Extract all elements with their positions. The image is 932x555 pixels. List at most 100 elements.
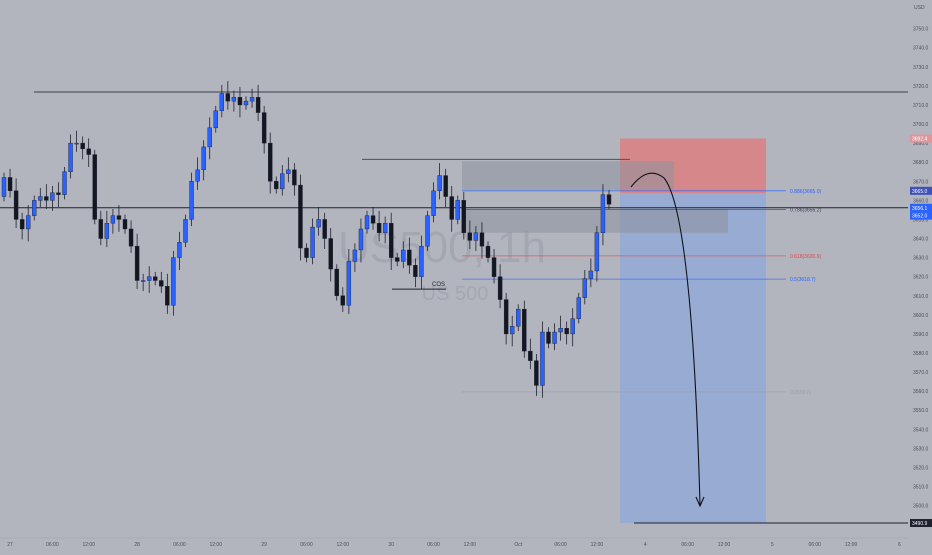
candle-up	[431, 190, 436, 216]
time-tick-label: 06:00	[300, 542, 313, 548]
candle-up	[552, 331, 557, 344]
candle-up	[62, 171, 67, 195]
price-tick-label: 3710.0	[913, 103, 929, 109]
price-tag[interactable]	[910, 211, 932, 220]
candle-up	[558, 327, 563, 333]
price-tick-label: 3680.0	[913, 160, 929, 166]
candle-up	[540, 331, 545, 386]
candle-down	[165, 286, 170, 306]
order-block-box[interactable]	[462, 208, 728, 233]
candle-up	[401, 249, 406, 262]
time-tick-label: 12:00	[464, 542, 477, 548]
candle-up	[50, 192, 55, 201]
time-tick-label: 28	[134, 542, 140, 548]
candle-down	[370, 215, 376, 224]
candle-down	[328, 238, 333, 270]
price-tick-label: 3530.0	[913, 446, 929, 452]
candle-down	[159, 280, 164, 287]
take-profit-zone[interactable]	[620, 193, 766, 524]
price-tag[interactable]	[910, 134, 932, 143]
projection-arrow[interactable]	[630, 172, 701, 506]
price-tick-label: 3540.0	[913, 427, 929, 433]
price-tag[interactable]	[910, 203, 932, 212]
candle-down	[546, 331, 551, 344]
price-tick-label: 3720.0	[913, 84, 929, 90]
candle-down	[395, 257, 400, 262]
candle-down	[461, 200, 466, 233]
time-tick-label: 27	[7, 542, 13, 548]
candle-up	[110, 215, 116, 224]
time-tick-label: 12:00	[337, 542, 350, 548]
price-tick-label: 3590.0	[913, 332, 929, 338]
candle-down	[479, 232, 485, 247]
projection-arrow-head	[695, 496, 705, 508]
price-tick-label: 3580.0	[913, 351, 929, 357]
candle-down	[268, 142, 273, 182]
time-tick-label: 06:00	[808, 542, 821, 548]
candle-down	[340, 295, 345, 306]
candle-up	[213, 110, 218, 129]
candle-down	[298, 184, 303, 249]
candle-down	[56, 192, 61, 195]
candle-down	[564, 327, 569, 335]
candle-up	[510, 326, 515, 335]
time-tick-label: 06:00	[173, 542, 186, 548]
candle-up	[316, 219, 321, 228]
candle-down	[322, 219, 327, 239]
price-tick-label: 3500.0	[913, 504, 929, 510]
candle-up	[189, 181, 194, 220]
time-tick-label: 12:00	[82, 542, 95, 548]
price-tag[interactable]	[910, 186, 932, 195]
candle-up	[171, 257, 176, 306]
candle-up	[516, 308, 521, 327]
candle-up	[286, 169, 291, 174]
candle-down	[503, 299, 509, 335]
candle-up	[32, 200, 37, 216]
candle-down	[261, 112, 267, 144]
price-tag[interactable]	[910, 519, 932, 528]
price-tag-label: 3652.0	[912, 214, 928, 220]
fib-level-label: 0.786(3655.2)	[790, 208, 821, 214]
candle-down	[606, 194, 612, 205]
price-tag-label: 3665.0	[912, 189, 928, 195]
fib-level-label: 0.5(3618.7)	[790, 277, 816, 283]
candle-up	[594, 232, 600, 272]
supply-zone-box[interactable]	[462, 161, 674, 190]
candle-up	[195, 169, 200, 182]
price-tag-label: 3692.4	[912, 137, 928, 143]
time-tick-label: 29	[261, 542, 267, 548]
time-tick-label: 06:00	[681, 542, 694, 548]
candle-up	[177, 242, 182, 258]
price-axis-panel	[908, 0, 932, 550]
time-tick-label: Oct	[514, 542, 522, 548]
candle-down	[407, 249, 412, 266]
candle-down	[19, 219, 25, 230]
time-tick-label: 30	[388, 542, 394, 548]
price-tick-label: 3730.0	[913, 65, 929, 71]
candle-up	[26, 215, 31, 230]
candle-down	[134, 245, 140, 281]
candle-up	[231, 97, 237, 102]
candle-down	[376, 223, 382, 233]
candle-up	[140, 280, 146, 282]
candle-down	[13, 190, 19, 220]
candle-up	[382, 223, 388, 233]
candle-up	[201, 146, 206, 171]
price-tick-label: 3700.0	[913, 122, 929, 128]
candle-down	[497, 276, 503, 300]
candle-down	[443, 175, 448, 197]
candle-up	[364, 215, 370, 230]
price-tick-label: 3750.0	[913, 27, 929, 33]
time-tick-label: 06:00	[46, 542, 59, 548]
time-tick-label: 06:00	[427, 542, 440, 548]
candle-up	[570, 318, 575, 335]
candle-down	[128, 228, 134, 247]
candle-up	[582, 278, 587, 298]
candle-up	[207, 127, 212, 148]
candle-up	[146, 276, 152, 281]
watermark-name: US 500	[422, 283, 489, 305]
price-tag-label: 3490.9	[912, 521, 928, 527]
candle-up	[600, 194, 606, 233]
